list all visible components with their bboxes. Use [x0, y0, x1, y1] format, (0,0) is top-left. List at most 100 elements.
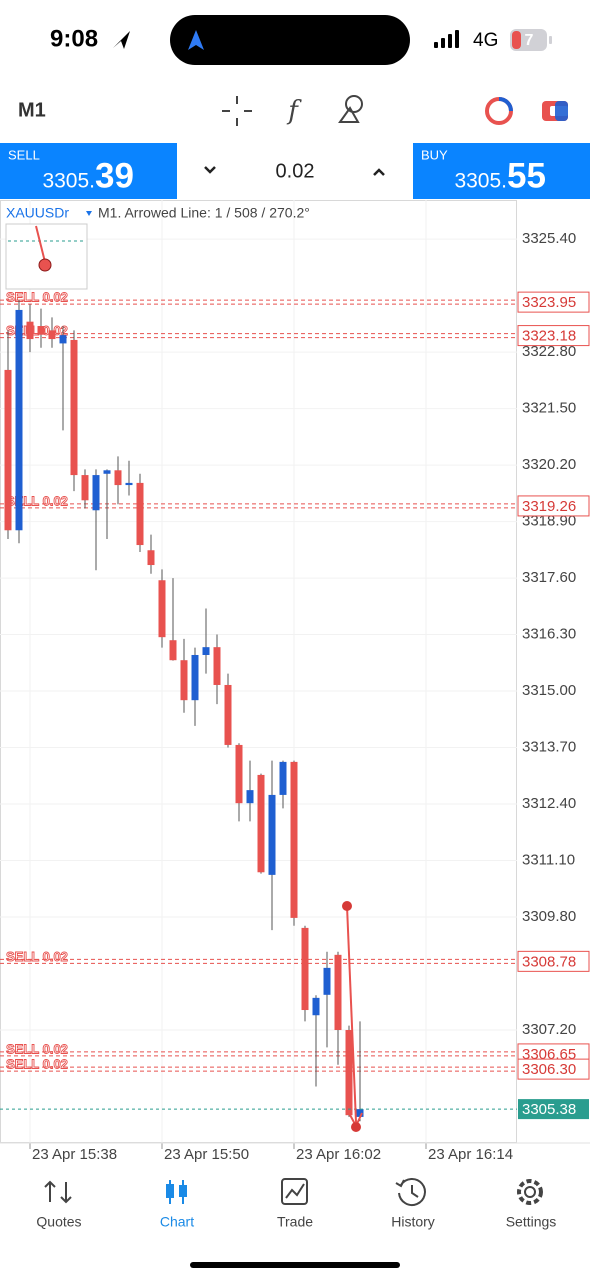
buy-price-main: 3305.: [454, 170, 507, 193]
arrow-end[interactable]: [351, 1122, 361, 1132]
timeframe[interactable]: M1: [18, 99, 46, 121]
y-tick-label: 3321.50: [522, 400, 576, 417]
candle-body: [279, 761, 287, 795]
candle-body: [268, 794, 276, 875]
order-price-label: 3323.18: [522, 328, 576, 345]
order-price-box: [517, 950, 590, 972]
preview-point: [38, 258, 52, 272]
order-label: SELL 0.02: [6, 493, 68, 508]
candle-body: [59, 335, 67, 344]
candle-body: [26, 321, 34, 340]
signal: [434, 30, 459, 48]
candle-body: [158, 580, 166, 638]
y-tick-label: 3311.10: [522, 852, 575, 869]
y-tick-label: 3313.70: [522, 739, 576, 756]
volume-down[interactable]: [204, 166, 216, 174]
order-price-box: [517, 325, 590, 347]
tab-label[interactable]: Chart: [160, 1214, 194, 1230]
indicator-icon[interactable]: f: [286, 96, 302, 126]
quotes-icon[interactable]: [44, 1180, 72, 1204]
x-tick-label: 23 Apr 16:02: [296, 1146, 381, 1163]
clock: 9:08: [50, 25, 98, 52]
tab-label[interactable]: Settings: [506, 1214, 557, 1230]
tab-labels: Quotes Chart Trade History Settings: [36, 1214, 556, 1230]
preview-arrow: [35, 225, 46, 263]
y-tick-label: 3317.60: [522, 569, 576, 586]
trade-icon[interactable]: [542, 101, 568, 121]
battery-level: [512, 31, 521, 49]
y-tick-label: 3318.90: [522, 513, 576, 530]
account-icon[interactable]: [485, 97, 513, 125]
y-tick-label: 3325.40: [522, 230, 576, 247]
object-preview: [5, 223, 88, 290]
candle-body: [147, 550, 155, 566]
order-label: SELL 0.02: [6, 290, 68, 305]
candle-body: [334, 954, 342, 1031]
objects-icon[interactable]: [338, 95, 363, 123]
y-tick-label: 3315.00: [522, 682, 576, 699]
arrowed-line[interactable]: [346, 905, 357, 1123]
candle-body: [37, 326, 45, 335]
tab-label[interactable]: History: [391, 1214, 435, 1230]
sell-label: SELL: [8, 147, 40, 162]
dynamic-island: [170, 15, 410, 65]
candle-body: [4, 369, 12, 531]
home-indicator: [190, 1262, 400, 1268]
candle-body: [345, 1030, 353, 1116]
candle-body: [81, 475, 89, 501]
history-icon[interactable]: [395, 1178, 426, 1206]
order-price-label: 3308.78: [522, 953, 576, 970]
candle-body: [213, 647, 221, 685]
y-tick-label: 3316.30: [522, 626, 576, 643]
candle-body: [191, 654, 199, 701]
candle-body: [70, 339, 78, 476]
order-price-label: 3319.26: [522, 498, 576, 515]
y-tick-label: 3307.20: [522, 1021, 576, 1038]
candle-body: [312, 997, 320, 1016]
chart: 3325.40 3322.80 3321.50 3320.20 3318.90 3317.…: [0, 200, 576, 1149]
order-price-box: [517, 495, 590, 517]
current-price-label: 3305.38: [522, 1101, 576, 1118]
volume[interactable]: 0.02: [276, 160, 315, 182]
order-price-label: 3323.95: [522, 294, 576, 311]
order-label: SELL 0.02: [6, 1041, 68, 1056]
candle-body: [290, 761, 298, 918]
tab-label[interactable]: Quotes: [36, 1214, 81, 1230]
island-icon: [188, 30, 204, 50]
candle-body: [202, 647, 210, 655]
candle-body: [103, 470, 111, 474]
settings-icon[interactable]: [517, 1179, 543, 1205]
candle-body: [257, 774, 265, 873]
candle-body: [356, 1109, 364, 1117]
symbol[interactable]: XAUUSDr: [6, 205, 69, 221]
order-price-box: [517, 1058, 590, 1080]
candle-body: [246, 790, 254, 804]
candle-body: [301, 927, 309, 1011]
candle-body: [224, 684, 232, 745]
chart-icon[interactable]: [166, 1180, 187, 1204]
buy-price-big: 55: [507, 156, 546, 195]
volume-up[interactable]: [373, 168, 385, 176]
network: 4G: [473, 30, 498, 51]
candle-body: [114, 470, 122, 486]
plot-area: [0, 200, 517, 1143]
sell-button[interactable]: [0, 143, 177, 199]
candle-body: [180, 660, 188, 701]
symbol-dropdown[interactable]: [86, 211, 92, 216]
buy-button[interactable]: [413, 143, 590, 199]
crosshair-icon[interactable]: [222, 96, 252, 126]
candle-body: [15, 309, 23, 531]
candle-body: [136, 482, 144, 546]
tab-label[interactable]: Trade: [277, 1214, 313, 1230]
order-label: SELL 0.02: [6, 949, 68, 964]
trade-tab-icon[interactable]: [281, 1178, 308, 1205]
current-price-box: [518, 1099, 589, 1120]
candle-body: [48, 330, 56, 340]
candle-body: [92, 475, 100, 511]
y-tick-label: 3322.80: [522, 343, 576, 360]
buy-label: BUY: [421, 147, 448, 162]
arrow-start[interactable]: [342, 901, 352, 911]
order-label: SELL 0.02: [6, 1057, 68, 1072]
